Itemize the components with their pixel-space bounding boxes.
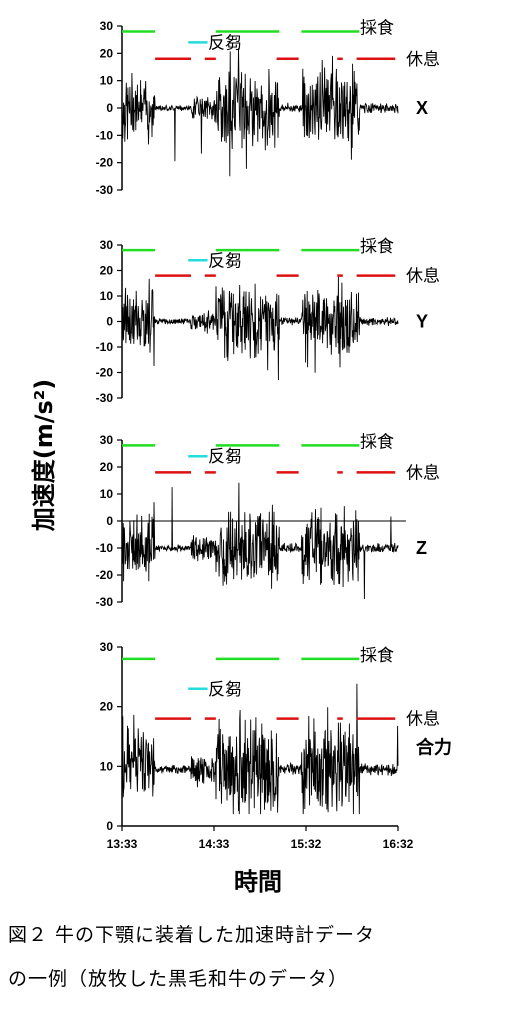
rumination-label: 反芻 — [208, 251, 242, 271]
y-tick-label: -20 — [96, 568, 114, 582]
signal-trace — [121, 482, 399, 600]
x-tick-label: 15:32 — [291, 837, 322, 851]
rumination-label: 反芻 — [208, 447, 242, 467]
panel-axis-name: Y — [416, 312, 428, 332]
signal-trace — [121, 48, 399, 177]
y-tick-label: 10 — [100, 487, 114, 501]
y-tick-label: 10 — [100, 74, 114, 88]
y-tick-label: -20 — [96, 156, 114, 170]
resting-label: 休息 — [406, 463, 440, 483]
x-tick-label: 13:33 — [107, 837, 138, 851]
y-tick-label: 20 — [100, 46, 114, 60]
signal-trace — [121, 274, 399, 381]
accelerometer-figure: 加速度(m/s²) 時間 3020100-10-20-30採食反芻休息X3020… — [30, 18, 452, 896]
panel-axis-name: Z — [416, 538, 427, 558]
y-tick-label: 0 — [106, 315, 113, 329]
y-tick-label: 20 — [100, 264, 114, 278]
resting-label: 休息 — [406, 50, 440, 70]
y-tick-label: -30 — [96, 391, 114, 405]
x-tick-label: 14:33 — [199, 837, 230, 851]
panel-axis-name: 合力 — [416, 736, 452, 757]
rumination-label: 反芻 — [208, 33, 242, 53]
y-tick-label: 30 — [100, 19, 114, 33]
y-tick-label: 10 — [100, 289, 114, 303]
resting-label: 休息 — [406, 267, 440, 287]
eating-label: 採食 — [360, 18, 394, 38]
eating-label: 採食 — [360, 432, 394, 452]
y-tick-label: 0 — [106, 101, 113, 115]
y-tick-label: 20 — [100, 460, 114, 474]
y-tick-label: -10 — [96, 541, 114, 555]
y-tick-label: 0 — [106, 819, 113, 833]
y-tick-label: 30 — [100, 640, 114, 654]
y-tick-label: -30 — [96, 183, 114, 197]
figure-caption-line-1: 図２ 牛の下顎に装着した加速時計データ — [8, 924, 376, 946]
eating-label: 採食 — [360, 646, 394, 666]
x-tick-label: 16:32 — [383, 837, 414, 851]
panel-axis-name: X — [416, 98, 428, 118]
y-axis-label: 加速度(m/s²) — [30, 379, 58, 532]
y-tick-label: -30 — [96, 595, 114, 609]
y-tick-label: 30 — [100, 238, 114, 252]
y-tick-label: 30 — [100, 433, 114, 447]
y-tick-label: 0 — [106, 514, 113, 528]
y-tick-label: 10 — [100, 759, 114, 773]
y-tick-label: -10 — [96, 128, 114, 142]
rumination-label: 反芻 — [208, 680, 242, 700]
y-tick-label: -10 — [96, 340, 114, 354]
y-tick-label: -20 — [96, 366, 114, 380]
y-tick-label: 20 — [100, 700, 114, 714]
figure-caption-line-2: の一例（放牧した黒毛和牛のデータ） — [8, 968, 349, 990]
signal-trace — [121, 683, 399, 815]
x-axis-label: 時間 — [234, 868, 282, 896]
resting-label: 休息 — [406, 710, 440, 730]
eating-label: 採食 — [360, 237, 394, 257]
